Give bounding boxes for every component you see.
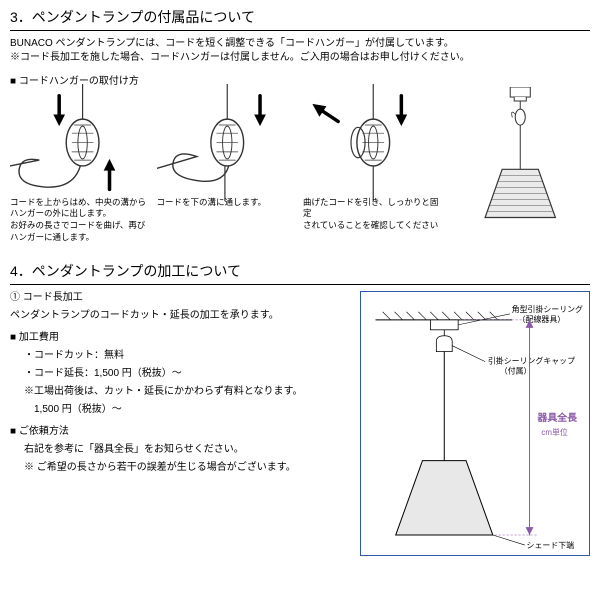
- step-2-caption: コードを下の溝に通します。: [157, 197, 298, 209]
- fee-note1: ※工場出荷後は、カット・延長にかかわらず有料となります。: [24, 385, 350, 399]
- diag-label-ceiling-b: （配線器具）: [518, 314, 566, 324]
- step-2: コードを下の溝に通します。: [157, 93, 298, 245]
- request-line1: 右記を参考に「器具全長」をお知らせください。: [24, 443, 350, 457]
- request-line2: ※ ご希望の長さから若干の誤差が生じる場合がございます。: [24, 461, 350, 475]
- diag-overall-length: 器具全長: [536, 411, 577, 424]
- section3-intro: BUNACO ペンダントランプには、コードを短く調整できる「コードハンガー」が付…: [10, 37, 590, 65]
- section4-title: 4．ペンダントランプの加工について: [10, 262, 590, 285]
- diag-label-cap: 引掛シーリングキャップ: [488, 355, 575, 365]
- diag-label-ceiling: 角型引掛シーリング: [512, 304, 583, 314]
- line-processing-desc: ペンダントランプのコードカット・延長の加工を承ります。: [10, 309, 350, 323]
- diag-overall-length-unit: cm単位: [541, 427, 567, 437]
- step-4: [450, 93, 591, 245]
- line-cord-processing: ① コード長加工: [10, 291, 350, 305]
- step-3: 曲げたコードを引き、しっかりと固定されていることを確認してください: [303, 93, 444, 245]
- fee-note2: 1,500 円（税抜）～: [24, 403, 350, 417]
- step-3-figure: [303, 93, 444, 193]
- step-3-caption: 曲げたコードを引き、しっかりと固定されていることを確認してください: [303, 197, 444, 233]
- section3-title: 3．ペンダントランプの付属品について: [10, 8, 590, 31]
- steps-row: コードを上からはめ、中央の溝からハンガーの外に出します。お好みの長さでコードを曲…: [10, 93, 590, 245]
- step-1: コードを上からはめ、中央の溝からハンガーの外に出します。お好みの長さでコードを曲…: [10, 93, 151, 245]
- fee-heading: ■ 加工費用: [10, 331, 350, 345]
- pendant-diagram: 角型引掛シーリング （配線器具） 引掛シーリングキャップ （付属） 器具全長 c…: [360, 291, 590, 556]
- diagram-panel: 角型引掛シーリング （配線器具） 引掛シーリングキャップ （付属） 器具全長 c…: [360, 291, 590, 556]
- step-1-caption: コードを上からはめ、中央の溝からハンガーの外に出します。お好みの長さでコードを曲…: [10, 197, 151, 245]
- section4-body: ① コード長加工 ペンダントランプのコードカット・延長の加工を承ります。 ■ 加…: [10, 291, 590, 556]
- intro-line-2: ※コード長加工を施した場合、コードハンガーは付属しません。ご入用の場合はお申し付…: [10, 51, 590, 65]
- section4-text: ① コード長加工 ペンダントランプのコードカット・延長の加工を承ります。 ■ 加…: [10, 291, 350, 556]
- step-2-figure: [157, 93, 298, 193]
- diag-label-cap-b: （付属）: [500, 365, 532, 375]
- step-1-figure: [10, 93, 151, 193]
- diag-shade-bottom: シェード下端: [527, 540, 575, 550]
- request-heading: ■ ご依頼方法: [10, 425, 350, 439]
- intro-line-1: BUNACO ペンダントランプには、コードを短く調整できる「コードハンガー」が付…: [10, 37, 590, 51]
- fee-extend: ・コード延長：1,500 円（税抜）～: [24, 367, 350, 381]
- step-4-figure: [450, 93, 591, 223]
- fee-cut: ・コードカット：無料: [24, 349, 350, 363]
